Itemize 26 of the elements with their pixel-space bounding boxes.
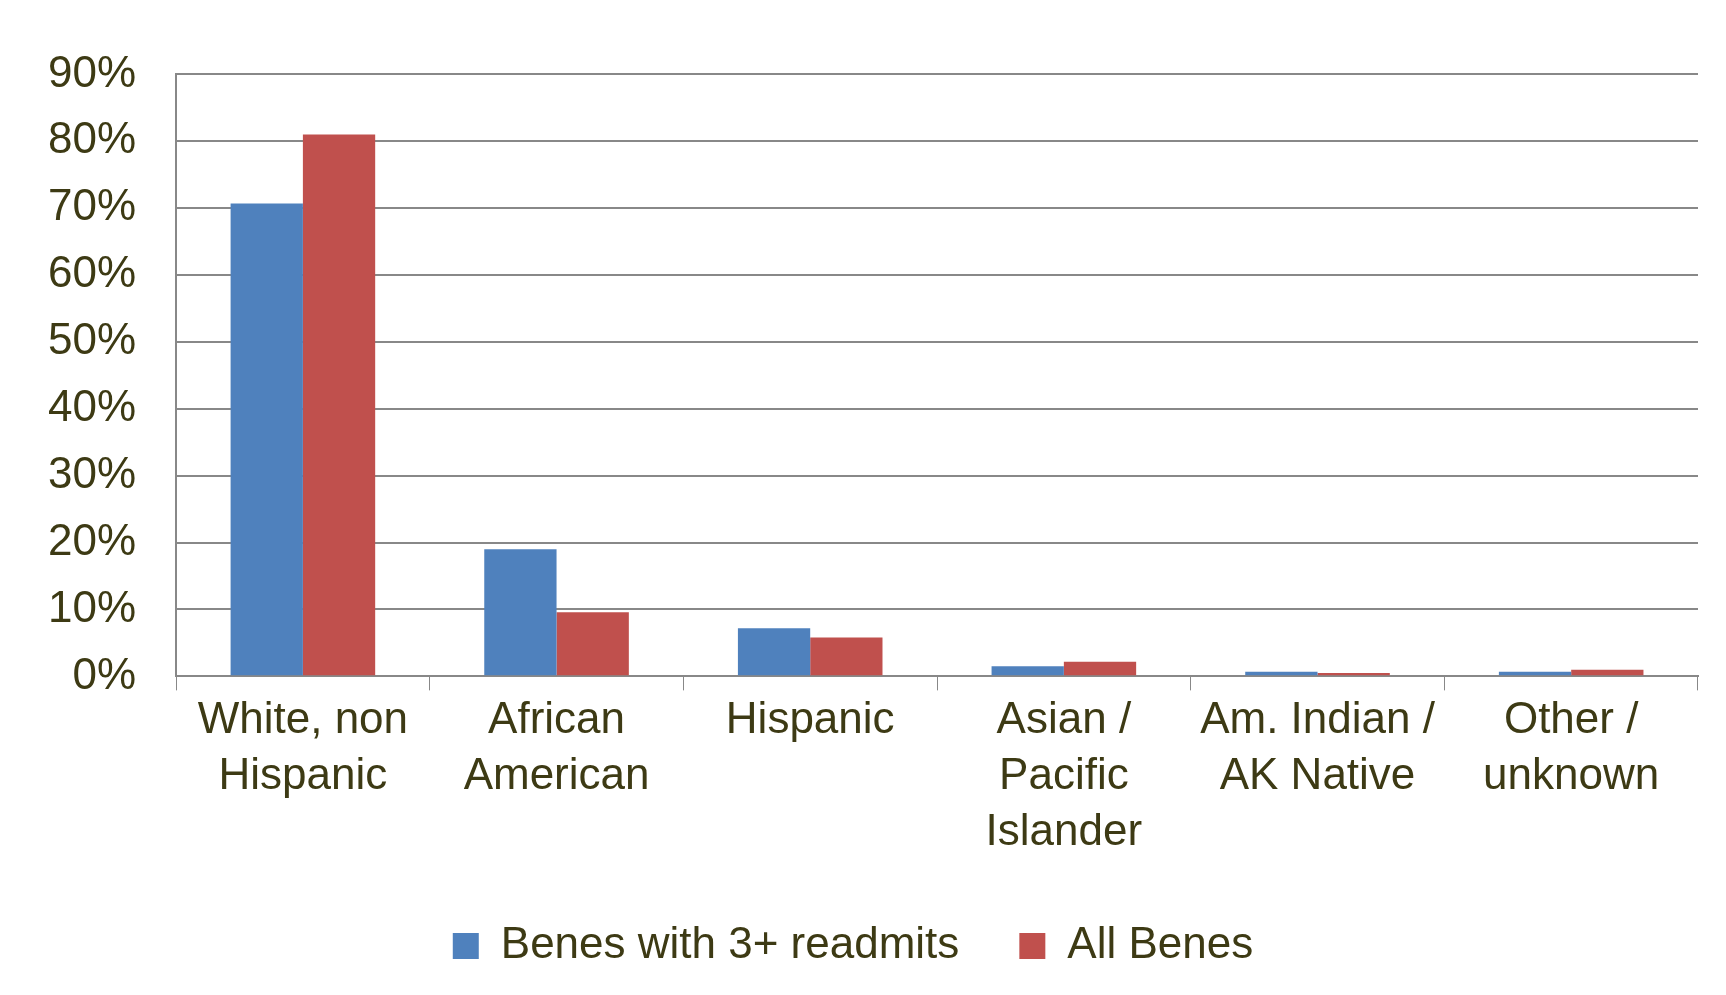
bar [230, 203, 303, 676]
x-tick-label: Hispanic [725, 693, 895, 743]
x-tick-label: Am. Indian / AK Native [1200, 693, 1436, 799]
y-tick-label: 30% [47, 447, 137, 497]
bar [556, 612, 629, 676]
bar [302, 134, 376, 676]
x-tick-label: African American [463, 693, 650, 799]
bar [737, 628, 811, 676]
y-tick-label: 80% [47, 113, 137, 163]
y-tick-label: 10% [47, 581, 137, 631]
bar [1063, 661, 1137, 676]
y-tick-label: 40% [47, 380, 137, 430]
y-tick-label: 50% [47, 314, 137, 364]
legend-label: All Benes [1067, 918, 1254, 968]
bar [810, 637, 883, 676]
y-tick-label: 0% [72, 648, 137, 698]
x-tick-label: White, non Hispanic [197, 693, 409, 799]
y-tick-label: 70% [47, 180, 137, 230]
x-tick-label: Other / unknown [1483, 693, 1660, 799]
bar [991, 666, 1064, 676]
y-tick-label: 60% [47, 247, 137, 297]
legend-label: Benes with 3+ readmits [500, 918, 960, 968]
bar [484, 549, 557, 676]
y-tick-label: 20% [47, 514, 137, 564]
x-tick-label: Asian / Pacific Islander [985, 693, 1143, 855]
y-tick-label: 90% [47, 46, 137, 96]
